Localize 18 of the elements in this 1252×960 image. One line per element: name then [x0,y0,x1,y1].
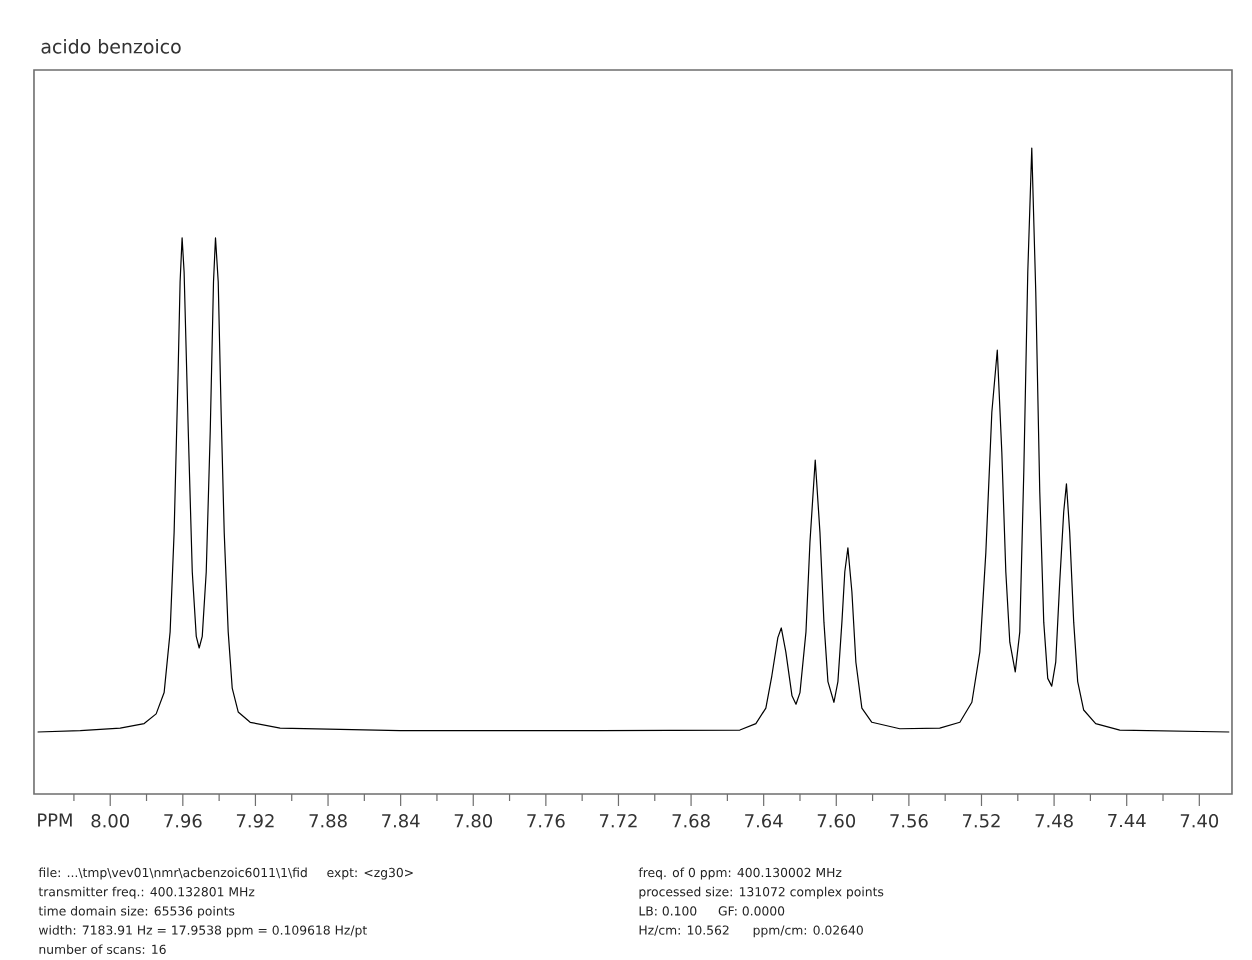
x-tick-label: 8.00 [91,814,129,828]
x-tick-label: 7.44 [1108,814,1146,828]
x-tick-label: 7.80 [454,814,493,828]
x-tick-label: 7.72 [599,814,637,828]
x-tick-label: 7.56 [890,814,928,828]
x-tick-label: 7.88 [309,814,347,828]
x-tick-label: 7.84 [382,814,420,828]
x-tick-label: 7.76 [527,814,565,828]
x-tick-label: 7.92 [236,814,274,828]
x-axis-title: PPM [38,813,72,827]
x-tick-label: 7.40 [1180,814,1219,828]
x-tick-label: 7.48 [1035,814,1073,828]
x-tick-label: 7.64 [745,814,783,828]
x-tick-label: 7.68 [672,814,710,828]
x-tick-label: 7.60 [817,814,856,828]
x-tick-label: 7.96 [164,814,202,828]
x-tick-label: 7.52 [963,814,1000,828]
chart-title: acido benzoico [41,38,181,54]
